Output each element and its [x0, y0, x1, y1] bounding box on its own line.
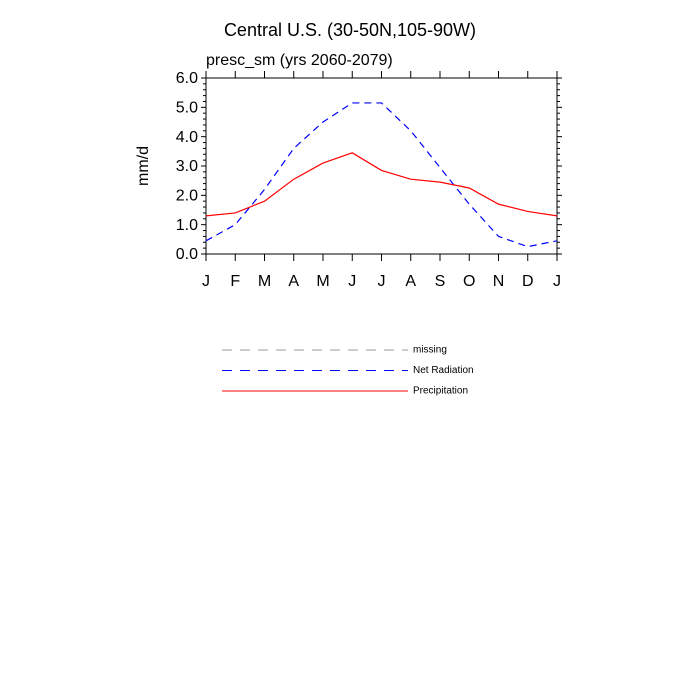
y-tick-label: 2.0 [176, 188, 198, 205]
x-tick-label: A [405, 273, 416, 290]
x-tick-label: J [553, 273, 561, 290]
chart-title: Central U.S. (30-50N,105-90W) [224, 20, 476, 40]
x-tick-label: S [435, 273, 446, 290]
x-tick-label: J [348, 273, 356, 290]
x-tick-label: N [493, 273, 505, 290]
legend-label: Precipitation [413, 386, 468, 397]
x-tick-label: J [202, 273, 210, 290]
data-line [205, 152, 558, 217]
legend-label: missing [413, 345, 447, 356]
y-tick-label: 4.0 [176, 129, 198, 146]
data-line [205, 102, 558, 248]
legend-label: Net Radiation [413, 365, 474, 376]
y-tick-label: 0.0 [176, 246, 198, 263]
x-tick-label: J [378, 273, 386, 290]
x-tick-label: A [288, 273, 299, 290]
chart-subtitle: presc_sm (yrs 2060-2079) [206, 52, 393, 69]
x-tick-label: D [522, 273, 534, 290]
y-tick-label: 6.0 [176, 70, 198, 87]
y-tick-label: 1.0 [176, 217, 198, 234]
y-tick-label: 3.0 [176, 158, 198, 175]
x-tick-label: M [258, 273, 271, 290]
x-tick-label: M [316, 273, 329, 290]
y-tick-label: 5.0 [176, 100, 198, 117]
x-tick-label: F [230, 273, 240, 290]
y-axis-label: mm/d [135, 146, 152, 186]
x-tick-label: O [463, 273, 475, 290]
